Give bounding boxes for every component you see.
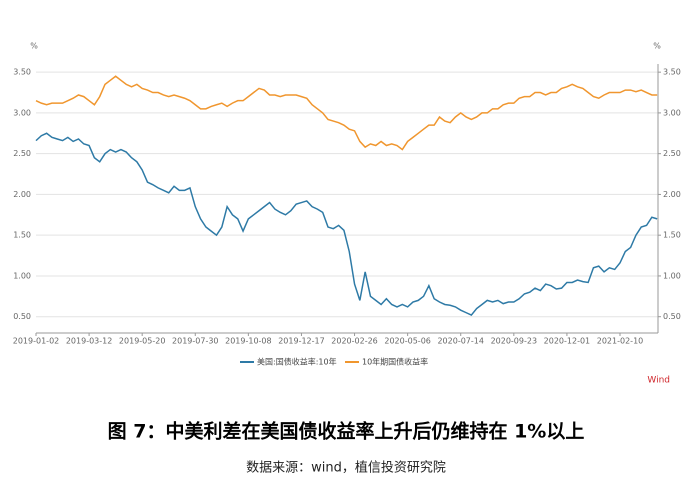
y-tick-label: 0.50 xyxy=(13,312,31,321)
y-axis-unit: % xyxy=(30,42,38,51)
y2-tick-label: 1.00 xyxy=(663,271,681,280)
y2-tick-label: 2.00 xyxy=(663,190,681,199)
x-tick-label: 2019-07-30 xyxy=(172,337,219,346)
y2-tick-label: 2.50 xyxy=(663,149,681,158)
y-tick-label: 3.00 xyxy=(13,108,31,117)
legend-label: 美国:国债收益率:10年 xyxy=(257,357,337,367)
y2-tick-label: 0.50 xyxy=(663,312,681,321)
x-tick-label: 2021-02-10 xyxy=(597,337,644,346)
y2-tick-label: 3.00 xyxy=(663,108,681,117)
x-tick-label: 2020-02-26 xyxy=(331,337,378,346)
y-tick-label: 1.00 xyxy=(13,271,31,280)
legend-label: 10年期国债收益率 xyxy=(362,357,428,367)
x-tick-label: 2020-12-01 xyxy=(544,337,591,346)
x-tick-label: 2019-05-20 xyxy=(119,337,166,346)
y2-tick-label: 1.50 xyxy=(663,231,681,240)
y-tick-label: 3.50 xyxy=(13,68,31,77)
source-note: 数据来源：wind，植信投资研究院 xyxy=(246,460,446,476)
y2-tick-label: 3.50 xyxy=(663,68,681,77)
x-tick-label: 2020-05-06 xyxy=(384,337,431,346)
caption: 图 7：中美利差在美国债收益率上升后仍维持在 1%以上 xyxy=(108,420,585,443)
source-tag: Wind xyxy=(647,376,670,386)
series-line xyxy=(35,132,658,316)
y2-axis-unit: % xyxy=(653,42,661,51)
x-tick-label: 2020-07-14 xyxy=(437,337,484,346)
y-tick-label: 2.00 xyxy=(13,190,31,199)
series-line xyxy=(35,75,658,151)
x-tick-label: 2019-03-12 xyxy=(66,337,113,346)
y-tick-label: 1.50 xyxy=(13,231,31,240)
x-tick-label: 2019-10-08 xyxy=(225,337,272,346)
x-tick-label: 2020-09-23 xyxy=(491,337,538,346)
y-tick-label: 2.50 xyxy=(13,149,31,158)
x-tick-label: 2019-01-02 xyxy=(13,337,60,346)
x-tick-label: 2019-12-17 xyxy=(278,337,325,346)
